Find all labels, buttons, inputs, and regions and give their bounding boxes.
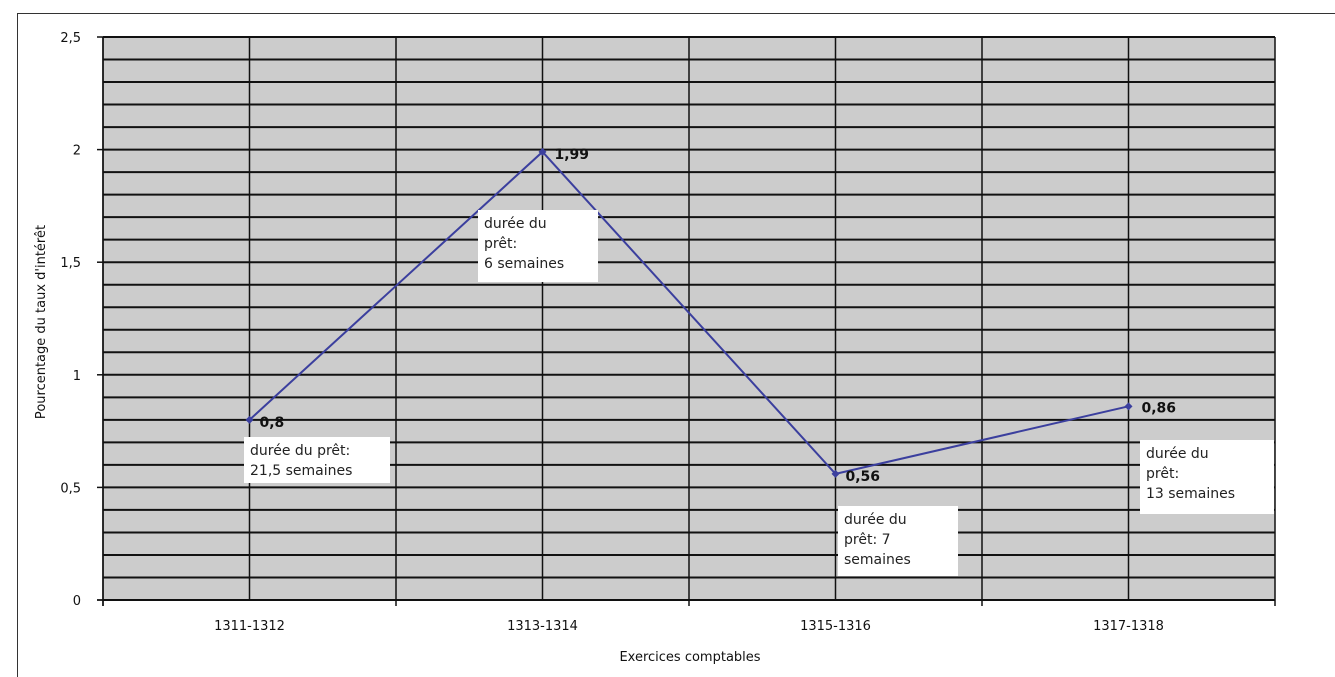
- y-tick-label: 0,5: [60, 481, 81, 496]
- annotation-text: durée du: [844, 512, 907, 528]
- data-label: 1,99: [555, 147, 590, 163]
- annotation-text: 13 semaines: [1146, 486, 1235, 502]
- annotation-text: durée du prêt:: [250, 443, 350, 459]
- annotation-text: 6 semaines: [484, 256, 564, 272]
- series-line: [248, 150, 1129, 475]
- annotation-box: [244, 437, 390, 483]
- chart-frame: [17, 13, 1335, 677]
- annotation-box: [478, 210, 598, 282]
- x-axis-title: Exercices comptables: [619, 650, 760, 665]
- x-tick-label: 1311-1312: [214, 619, 285, 634]
- data-label: 0,8: [260, 415, 285, 431]
- y-tick-label: 0: [73, 594, 81, 609]
- data-point: [245, 415, 254, 424]
- data-point: [538, 147, 547, 156]
- y-tick-label: 2: [73, 144, 81, 159]
- annotation-text: 21,5 semaines: [250, 463, 352, 479]
- annotation-text: durée du: [484, 216, 547, 232]
- annotation-text: prêt:: [484, 236, 517, 252]
- data-point: [1124, 402, 1133, 411]
- x-tick-label: 1313-1314: [507, 619, 578, 634]
- annotation-box: [1140, 440, 1274, 514]
- annotation-text: prêt: 7: [844, 532, 891, 548]
- annotation-box: [838, 506, 958, 576]
- annotation-text: prêt:: [1146, 466, 1179, 482]
- annotation-text: durée du: [1146, 446, 1209, 462]
- y-axis-title: Pourcentage du taux d'intérêt: [34, 225, 49, 419]
- y-tick-label: 1,5: [60, 256, 81, 271]
- y-tick-label: 1: [73, 369, 81, 384]
- data-label: 0,86: [1142, 400, 1177, 416]
- x-tick-label: 1317-1318: [1093, 619, 1164, 634]
- y-tick-label: 2,5: [60, 31, 81, 46]
- x-tick-label: 1315-1316: [800, 619, 871, 634]
- data-label: 0,56: [846, 469, 881, 485]
- annotation-text: semaines: [844, 552, 911, 568]
- data-point: [831, 469, 840, 478]
